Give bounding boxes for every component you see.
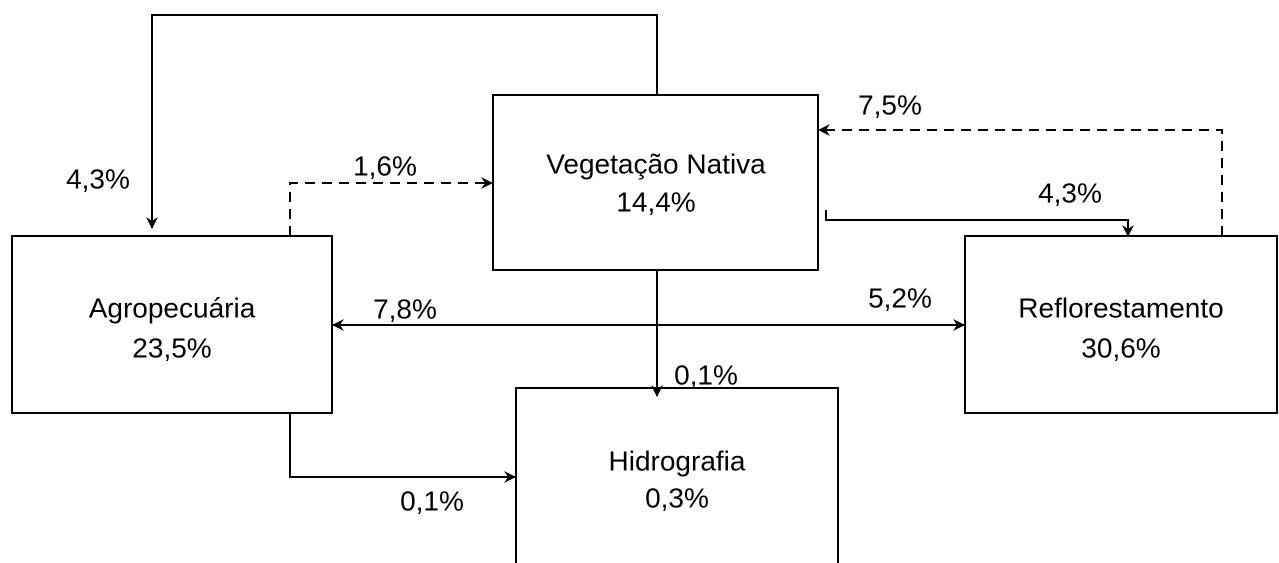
- node-value: 14,4%: [616, 186, 695, 217]
- edge-label: 7,5%: [858, 89, 922, 120]
- edge-label: 4,3%: [66, 163, 130, 194]
- arrow-veg-agro: [146, 14, 658, 229]
- node-value: 0,3%: [645, 482, 709, 513]
- arrow-veg-reflo: [825, 210, 1134, 237]
- node-box: [515, 387, 839, 563]
- arrow-agro-veg: [289, 177, 493, 236]
- node-name: Hidrografia: [609, 445, 746, 476]
- node-box: [964, 235, 1278, 414]
- node-value: 30,6%: [1081, 332, 1160, 363]
- node-value: 23,5%: [132, 332, 211, 363]
- node-name: Vegetação Nativa: [546, 148, 766, 179]
- edge-label: 5,2%: [868, 282, 932, 313]
- edge-label: 4,3%: [1038, 177, 1102, 208]
- edge-label: 7,8%: [373, 293, 437, 324]
- arrow-agro-hidro: [289, 413, 516, 483]
- node-name: Reflorestamento: [1018, 292, 1223, 323]
- node-box: [11, 235, 333, 414]
- node-box: [492, 94, 819, 271]
- node-name: Agropecuária: [89, 292, 256, 323]
- edge-label: 0,1%: [400, 485, 464, 516]
- edge-label: 1,6%: [353, 150, 417, 181]
- edge-label: 0,1%: [674, 359, 738, 390]
- arrow-reflo-veg: [818, 124, 1223, 236]
